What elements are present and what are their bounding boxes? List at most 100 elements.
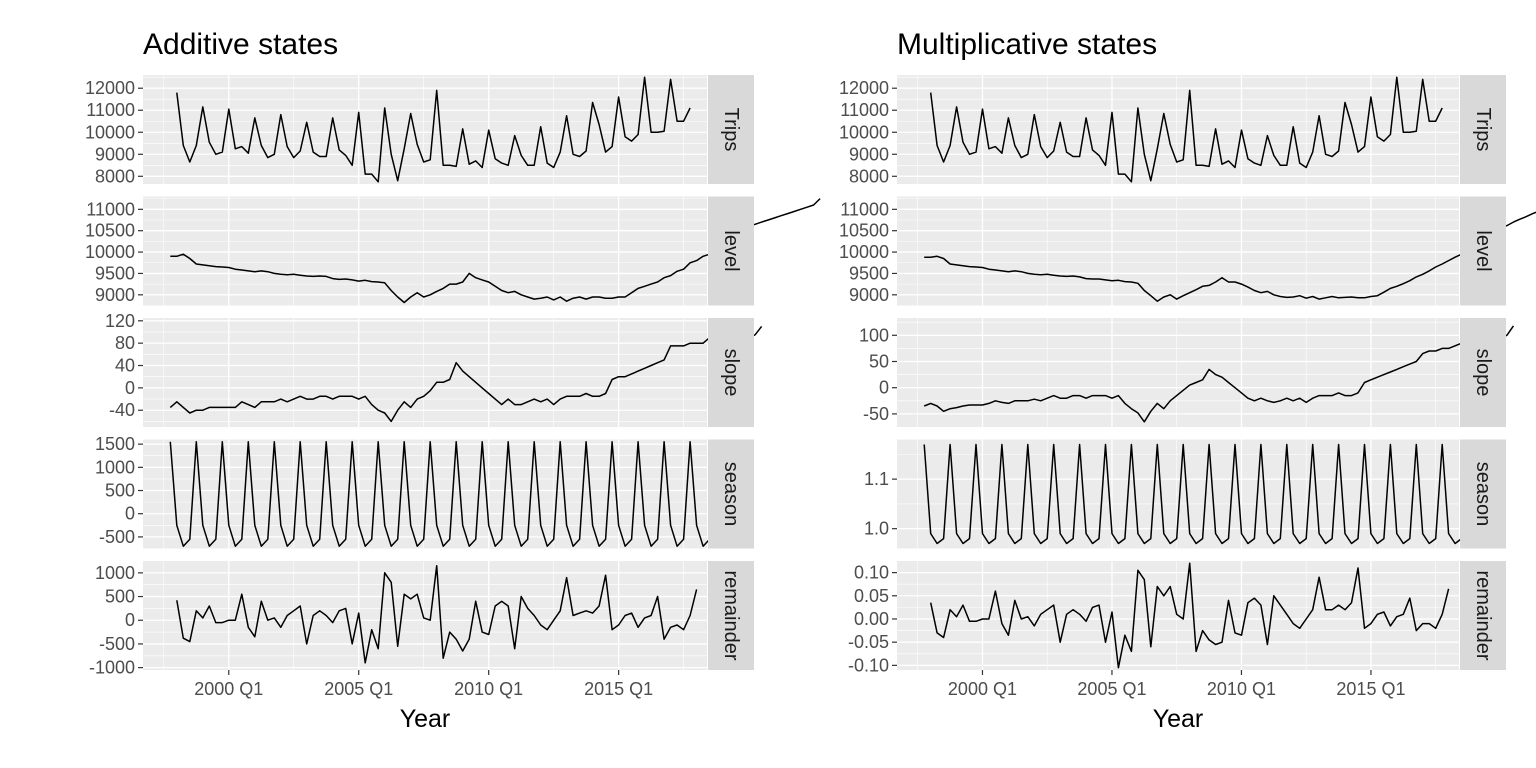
y-tick-label: 10000 (839, 242, 889, 262)
chart-2: Multiplicative states8000900010000110001… (839, 28, 1536, 733)
y-tick-label: 10500 (839, 221, 889, 241)
facet-label: season (1472, 462, 1494, 527)
facet-strip (708, 196, 754, 306)
facet-label: Trips (720, 108, 742, 152)
x-axis-label: Year (1153, 705, 1204, 733)
y-tick-label: 0 (125, 610, 135, 630)
facet-strip (1460, 196, 1506, 306)
y-tick-label: 0.05 (854, 586, 889, 606)
y-tick-label: 8000 (95, 166, 135, 186)
y-tick-label: -0.05 (848, 632, 889, 652)
y-tick-label: 1.1 (864, 469, 889, 489)
y-tick-label: 0 (879, 378, 889, 398)
facet-season: -500 0 500 1000 1500 season (95, 434, 754, 549)
facet-strip (1460, 439, 1506, 549)
x-tick-label: 2010 Q1 (454, 679, 523, 699)
facet-remainder: -0.10 -0.05 0.00 0.05 0.10 remainder 2000 Q1 20… (848, 561, 1506, 733)
y-tick-label: 40 (115, 356, 135, 376)
facet-strip (708, 561, 754, 670)
y-tick-label: 50 (869, 351, 889, 371)
series-line-Trips (176, 76, 691, 183)
facet-strip (1460, 75, 1506, 184)
y-tick-label: 0.10 (854, 563, 889, 583)
chart-title: Multiplicative states (897, 28, 1157, 61)
y-tick-label: 9000 (849, 285, 889, 305)
y-tick-label: 11000 (86, 199, 135, 219)
y-tick-label: -40 (109, 400, 135, 420)
y-tick-label: 0.00 (854, 609, 889, 629)
panel-background (897, 318, 1459, 427)
y-tick-label: 100 (859, 325, 889, 345)
y-tick-label: -50 (863, 404, 889, 424)
series-line-season (169, 441, 711, 547)
panel-background (143, 75, 707, 184)
facet-label: remainder (720, 570, 742, 660)
y-tick-label: 0 (125, 378, 135, 398)
y-tick-label: 10500 (85, 221, 135, 241)
y-tick-label: 11000 (840, 199, 889, 219)
y-tick-label: 10000 (839, 122, 889, 142)
series-line-Trips (929, 76, 1443, 183)
y-tick-label: 8000 (849, 166, 889, 186)
y-tick-label: 500 (105, 481, 135, 501)
y-tick-label: 80 (115, 333, 135, 353)
panel-background (143, 561, 707, 670)
y-tick-label: 12000 (85, 78, 135, 98)
facet-remainder: -1000 -500 0 500 1000 remainder 2000 Q1 2005 Q1… (89, 561, 754, 733)
facet-label: level (720, 230, 742, 271)
y-tick-label: 500 (105, 587, 135, 607)
facet-strip (1460, 561, 1506, 670)
y-tick-label: -500 (99, 634, 135, 654)
y-tick-label: 11000 (840, 100, 889, 120)
y-tick-label: 10000 (85, 122, 135, 142)
facet-label: level (1472, 230, 1494, 271)
y-tick-label: 10000 (85, 242, 135, 262)
facet-label: remainder (1472, 570, 1494, 660)
y-tick-label: -0.10 (848, 655, 889, 675)
facet-strip (708, 75, 754, 184)
facet-label: slope (1472, 349, 1494, 397)
panel-background (897, 75, 1459, 184)
y-tick-label: 11000 (86, 100, 135, 120)
facet-strip (1460, 318, 1506, 427)
x-tick-label: 2005 Q1 (324, 679, 393, 699)
facet-slope: -50 0 50 100 slope (859, 318, 1515, 427)
panel-background (143, 318, 707, 427)
x-tick-label: 2015 Q1 (584, 679, 653, 699)
panel-background (897, 439, 1459, 549)
x-tick-label: 2000 Q1 (948, 679, 1017, 699)
y-tick-label: 1500 (95, 434, 135, 454)
y-tick-label: 9000 (95, 285, 135, 305)
x-tick-label: 2000 Q1 (194, 679, 263, 699)
y-tick-label: 0 (125, 504, 135, 524)
x-tick-label: 2005 Q1 (1077, 679, 1146, 699)
series-line-slope (169, 325, 763, 423)
series-line-slope (923, 325, 1515, 423)
y-tick-label: 12000 (839, 78, 889, 98)
x-tick-label: 2015 Q1 (1336, 679, 1405, 699)
facet-strip (708, 439, 754, 549)
facet-label: season (720, 462, 742, 527)
x-axis-label: Year (400, 705, 451, 733)
chart-title: Additive states (143, 28, 338, 61)
facet-strip (708, 318, 754, 427)
panel-background (897, 196, 1459, 306)
panel-background (143, 196, 707, 306)
x-tick-label: 2010 Q1 (1207, 679, 1276, 699)
series-line-remainder (929, 562, 1450, 669)
facet-label: Trips (1472, 108, 1494, 152)
y-tick-label: 9000 (849, 144, 889, 164)
y-tick-label: 1.0 (864, 519, 889, 539)
y-tick-label: 9000 (95, 144, 135, 164)
chart-1: Additive states80009000100001100012000Tr… (85, 28, 821, 733)
y-tick-label: 1000 (95, 563, 135, 583)
series-line-season (923, 443, 1463, 545)
y-tick-label: -500 (99, 527, 135, 547)
facet-season: 1.0 1.1 season (864, 439, 1506, 549)
